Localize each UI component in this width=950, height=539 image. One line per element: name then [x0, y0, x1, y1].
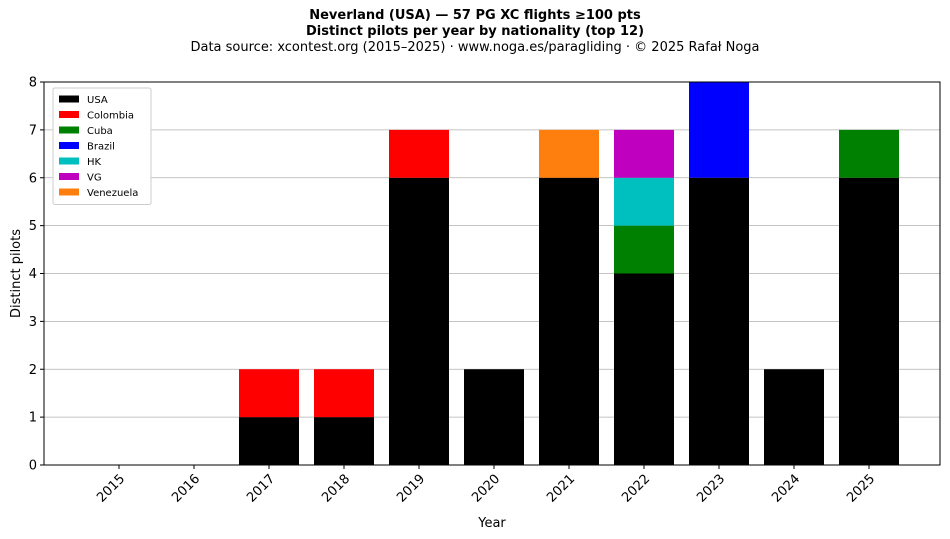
legend-label-brazil: Brazil	[87, 142, 115, 153]
legend-swatch-venezuela	[59, 188, 79, 196]
x-tick-label: 2024	[769, 472, 803, 506]
bar-colombia-2018	[314, 369, 374, 418]
y-tick-label: 6	[29, 171, 37, 186]
bar-colombia-2019	[389, 129, 449, 178]
bar-usa-2017	[239, 417, 299, 465]
x-tick-label: 2015	[94, 472, 128, 506]
y-tick-label: 1	[29, 411, 37, 426]
legend-label-colombia: Colombia	[87, 111, 134, 122]
chart-title: Neverland (USA) — 57 PG XC flights ≥100 …	[309, 8, 641, 23]
bar-usa-2020	[464, 369, 524, 465]
x-tick-label: 2018	[319, 472, 353, 506]
legend-swatch-usa	[59, 95, 79, 103]
x-tick-label: 2016	[169, 472, 203, 506]
bar-vg-2022	[614, 129, 674, 178]
y-tick-label: 2	[29, 363, 37, 378]
legend-swatch-vg	[59, 173, 79, 180]
y-tick-label: 4	[29, 267, 37, 282]
legend-swatch-hk	[59, 157, 79, 165]
y-tick-label: 0	[29, 459, 37, 474]
bar-usa-2022	[614, 273, 674, 465]
x-tick-label: 2019	[394, 472, 428, 506]
x-tick-label: 2021	[544, 472, 578, 506]
bar-brazil-2023	[689, 82, 749, 178]
bar-usa-2023	[689, 177, 749, 465]
y-tick-label: 7	[29, 123, 37, 138]
bar-colombia-2017	[239, 369, 299, 418]
legend-label-usa: USA	[87, 95, 108, 106]
bar-usa-2018	[314, 417, 374, 465]
x-tick-label: 2025	[844, 472, 878, 506]
y-tick-label: 5	[29, 219, 37, 234]
chart-subtitle: Distinct pilots per year by nationality …	[305, 24, 645, 39]
bar-usa-2019	[389, 177, 449, 465]
x-tick-label: 2022	[619, 472, 653, 506]
bar-venezuela-2021	[539, 129, 599, 178]
chart-source: Data source: xcontest.org (2015–2025) · …	[190, 40, 760, 55]
bar-usa-2025	[839, 177, 899, 465]
bar-usa-2021	[539, 177, 599, 465]
y-tick-label: 8	[29, 76, 37, 91]
chart-title-block: Neverland (USA) — 57 PG XC flights ≥100 …	[0, 8, 950, 56]
legend-swatch-brazil	[59, 142, 79, 149]
legend-label-hk: HK	[87, 157, 102, 168]
bar-cuba-2022	[614, 225, 674, 274]
x-tick-label: 2017	[244, 472, 278, 506]
x-tick-label: 2020	[469, 472, 503, 506]
legend-label-venezuela: Venezuela	[87, 188, 138, 199]
legend-swatch-colombia	[59, 111, 79, 118]
y-tick-label: 3	[29, 315, 37, 330]
bar-hk-2022	[614, 177, 674, 226]
x-axis-label: Year	[477, 516, 506, 531]
bar-cuba-2025	[839, 129, 899, 178]
legend-label-cuba: Cuba	[87, 126, 113, 137]
y-axis-label: Distinct pilots	[9, 229, 24, 318]
legend-label-vg: VG	[87, 173, 102, 184]
bar-usa-2024	[764, 369, 824, 465]
legend-swatch-cuba	[59, 126, 79, 134]
x-tick-label: 2023	[694, 472, 728, 506]
